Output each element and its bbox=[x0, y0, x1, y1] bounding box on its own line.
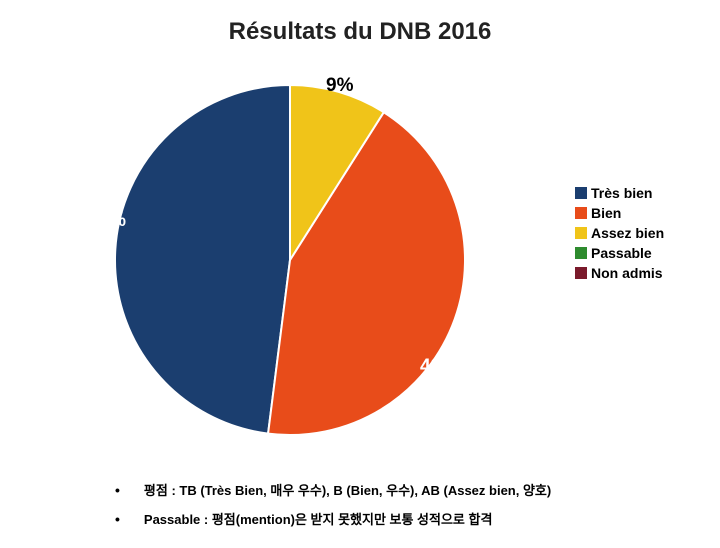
legend: Très bien Bien Assez bien Passable Non admis bbox=[575, 185, 664, 285]
legend-swatch bbox=[575, 227, 587, 239]
slice-percent-label: 9% bbox=[326, 75, 353, 97]
slice-percent-label: 48% bbox=[88, 210, 126, 232]
legend-swatch bbox=[575, 267, 587, 279]
legend-item: Non admis bbox=[575, 265, 664, 281]
legend-item: Assez bien bbox=[575, 225, 664, 241]
legend-label: Très bien bbox=[591, 185, 652, 201]
legend-label: Assez bien bbox=[591, 225, 664, 241]
slice-percent-label: 43% bbox=[420, 356, 458, 378]
legend-item: Très bien bbox=[575, 185, 664, 201]
footnote-item: • 평점 : TB (Très Bien, 매우 우수), B (Bien, 우수… bbox=[115, 480, 551, 499]
legend-swatch bbox=[575, 187, 587, 199]
footnote-text: 평점 : TB (Très Bien, 매우 우수), B (Bien, 우수)… bbox=[144, 480, 551, 499]
legend-item: Passable bbox=[575, 245, 664, 261]
bullet-icon: • bbox=[115, 482, 120, 498]
footnote-text: Passable : 평점(mention)은 받지 못했지만 보통 성적으로 … bbox=[144, 509, 493, 528]
legend-label: Non admis bbox=[591, 265, 663, 281]
pie-slice bbox=[115, 85, 290, 434]
legend-swatch bbox=[575, 247, 587, 259]
bullet-icon: • bbox=[115, 511, 120, 527]
legend-label: Passable bbox=[591, 245, 652, 261]
footnote-item: • Passable : 평점(mention)은 받지 못했지만 보통 성적으로… bbox=[115, 509, 551, 528]
legend-item: Bien bbox=[575, 205, 664, 221]
footnotes: • 평점 : TB (Très Bien, 매우 우수), B (Bien, 우수… bbox=[115, 480, 551, 538]
legend-swatch bbox=[575, 207, 587, 219]
legend-label: Bien bbox=[591, 205, 621, 221]
